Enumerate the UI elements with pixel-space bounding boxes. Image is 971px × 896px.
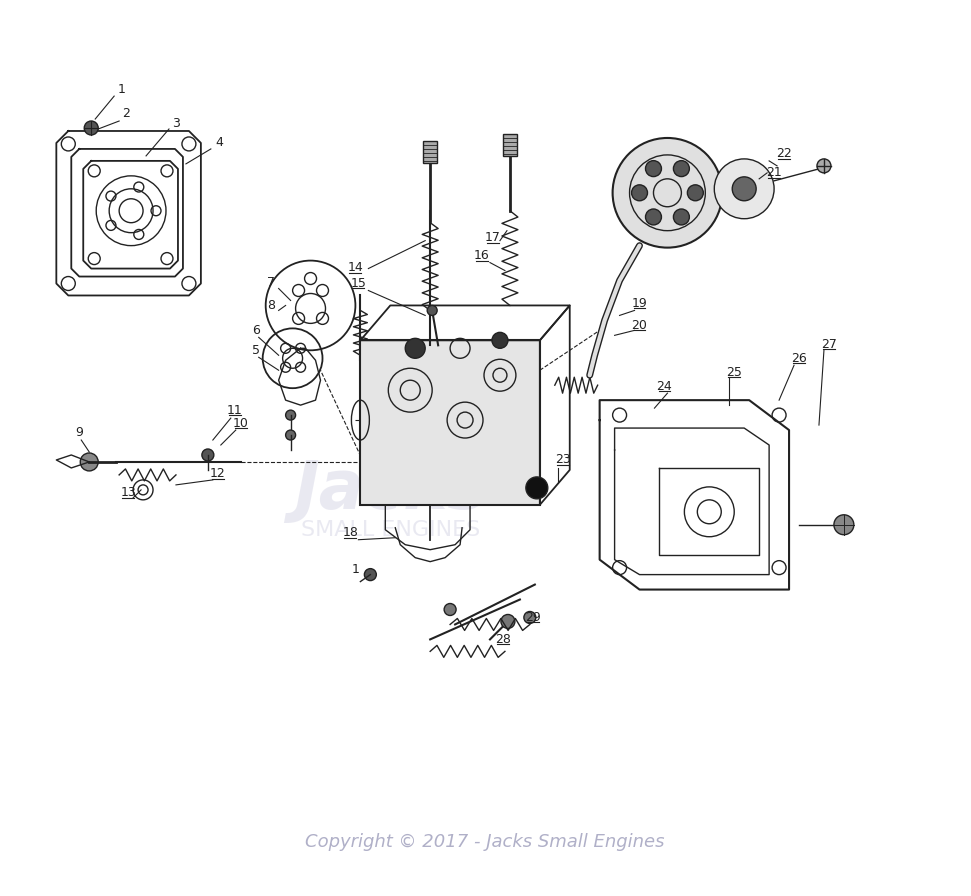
Text: 29: 29 (525, 611, 541, 624)
Bar (503, 134, 517, 156)
Circle shape (687, 185, 703, 201)
Circle shape (84, 121, 98, 135)
Circle shape (364, 569, 377, 581)
Text: 28: 28 (495, 633, 511, 646)
Circle shape (427, 306, 437, 315)
Text: 27: 27 (821, 338, 837, 351)
Circle shape (817, 159, 831, 173)
Text: 15: 15 (351, 277, 366, 290)
Text: 1: 1 (352, 563, 359, 576)
Bar (423, 141, 437, 163)
Circle shape (646, 209, 661, 225)
Circle shape (405, 339, 425, 358)
Circle shape (524, 611, 536, 624)
Text: 26: 26 (791, 352, 807, 365)
Circle shape (444, 604, 456, 616)
Circle shape (674, 160, 689, 177)
Text: 3: 3 (172, 116, 180, 130)
Circle shape (631, 185, 648, 201)
Text: 8: 8 (267, 299, 275, 312)
Text: Copyright © 2017 - Jacks Small Engines: Copyright © 2017 - Jacks Small Engines (305, 832, 665, 851)
Text: 2: 2 (122, 107, 130, 119)
Text: 9: 9 (76, 426, 84, 438)
Bar (360, 340, 540, 504)
Circle shape (501, 615, 515, 628)
Circle shape (646, 160, 661, 177)
Text: 13: 13 (120, 487, 136, 499)
Text: 11: 11 (227, 403, 243, 417)
Text: 10: 10 (233, 417, 249, 429)
Text: 19: 19 (632, 297, 648, 310)
Text: 25: 25 (726, 366, 742, 379)
Text: 17: 17 (486, 231, 501, 244)
Circle shape (613, 138, 722, 247)
Text: 7: 7 (267, 276, 275, 289)
Text: 23: 23 (554, 453, 571, 467)
Text: 16: 16 (474, 249, 490, 263)
Text: 20: 20 (631, 319, 648, 332)
Text: 1: 1 (117, 82, 125, 96)
Text: SMALL ENGINES: SMALL ENGINES (301, 520, 480, 539)
Text: 14: 14 (348, 261, 363, 274)
Text: 12: 12 (210, 468, 225, 480)
Circle shape (285, 410, 295, 420)
Text: 24: 24 (656, 380, 672, 392)
Text: 22: 22 (776, 148, 792, 160)
Circle shape (732, 177, 756, 201)
Circle shape (526, 477, 548, 499)
Text: 21: 21 (766, 167, 782, 179)
Text: 4: 4 (215, 136, 222, 150)
Circle shape (81, 453, 98, 471)
Circle shape (202, 449, 214, 461)
Text: 18: 18 (343, 526, 358, 539)
Text: Jacks: Jacks (294, 457, 486, 523)
Circle shape (715, 159, 774, 219)
Circle shape (285, 430, 295, 440)
Circle shape (834, 515, 854, 535)
Circle shape (674, 209, 689, 225)
Circle shape (492, 332, 508, 349)
Text: 6: 6 (251, 323, 259, 337)
Text: 5: 5 (251, 344, 259, 357)
